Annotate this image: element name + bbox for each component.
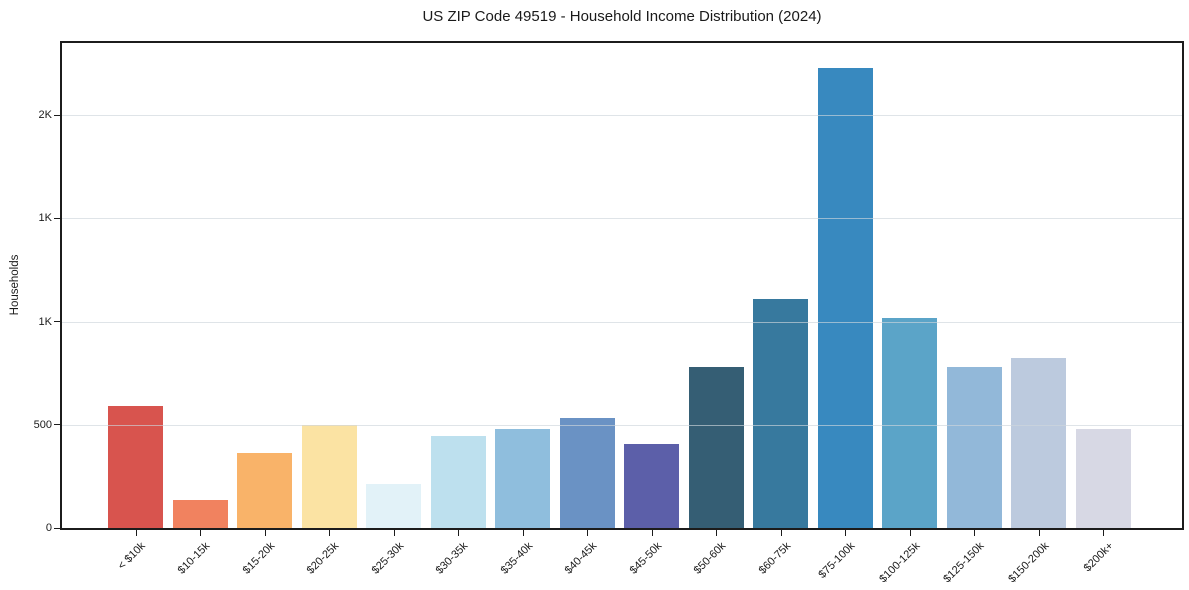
x-tick-mark <box>522 530 524 536</box>
x-tick-label: $35-40k <box>498 540 535 577</box>
x-tick-mark <box>1038 530 1040 536</box>
x-tick-label: $10-15k <box>175 540 213 577</box>
bar-30-35k <box>430 436 486 528</box>
gridline-1500 <box>62 218 1182 220</box>
x-tick-mark <box>587 530 588 536</box>
x-tick-label: $50-60k <box>691 540 729 577</box>
x-tick-mark <box>780 530 782 536</box>
y-tick-mark <box>54 114 60 116</box>
x-tick-label: $15-20k <box>240 540 277 577</box>
bar-45-50k <box>624 444 679 528</box>
x-tick-mark <box>651 530 653 536</box>
x-tick-label: $25-30k <box>369 540 406 577</box>
x-tick-label: $30-35k <box>433 540 471 577</box>
x-tick-mark <box>909 530 911 536</box>
bar-150-200k <box>1011 357 1066 528</box>
x-tick-label: $45-50k <box>627 540 664 577</box>
x-tick-label: $150-200k <box>1005 540 1051 586</box>
y-tick-label: 0 <box>45 522 52 534</box>
x-tick-label: $125-150k <box>941 540 987 586</box>
gridline-1000 <box>62 321 1182 323</box>
bar-50-60k <box>688 367 744 528</box>
y-tick-label: 1K <box>38 212 52 225</box>
plot-area: 0 500 1K 1K 2K < $10k $10-15k $15-20k $20-25k $25… <box>34 41 1184 585</box>
y-axis-label: Households <box>9 254 21 316</box>
bar-35-40k <box>495 428 550 528</box>
bar-20-25k <box>301 424 357 528</box>
y-tick-label: 500 <box>33 418 52 431</box>
bar-15-20k <box>237 452 292 528</box>
x-tick-label: $20-25k <box>304 540 342 577</box>
bar-100-125k <box>882 317 937 528</box>
x-tick-label: $200k+ <box>1081 540 1116 575</box>
bar-125-150k <box>946 367 1002 528</box>
x-tick-mark <box>845 530 846 536</box>
y-tick-mark <box>54 217 60 219</box>
x-tick-mark <box>1103 530 1104 536</box>
y-tick-mark <box>54 321 60 323</box>
x-tick-label: < $10k <box>115 540 148 573</box>
bar-10k <box>108 406 163 528</box>
y-tick-mark <box>54 424 60 426</box>
gridline-2000 <box>62 115 1182 117</box>
x-tick-mark <box>200 530 201 536</box>
chart-title: US ZIP Code 49519 - Household Income Dis… <box>422 8 822 25</box>
bar-75-100k <box>817 67 873 528</box>
y-tick-mark <box>54 527 60 529</box>
x-tick-mark <box>393 530 395 536</box>
x-tick-label: $40-45k <box>562 540 600 577</box>
y-tick-label: 2K <box>38 109 52 122</box>
x-tick-mark <box>135 530 137 536</box>
bar-25-30k <box>366 483 421 528</box>
x-tick-label: $100-125k <box>876 540 922 586</box>
bar-10-15k <box>172 500 228 528</box>
y-tick-label: 1K <box>38 315 52 328</box>
x-tick-label: $75-100k <box>816 540 858 581</box>
x-tick-mark <box>458 530 459 536</box>
x-tick-mark <box>329 530 330 536</box>
bar-200k <box>1075 428 1131 528</box>
gridline-500 <box>62 424 1182 426</box>
x-tick-mark <box>264 530 266 536</box>
x-tick-mark <box>716 530 717 536</box>
x-tick-mark <box>974 530 975 536</box>
x-tick-label: $60-75k <box>756 540 793 577</box>
bar-40-45k <box>559 417 615 528</box>
bar-60-75k <box>753 298 808 528</box>
